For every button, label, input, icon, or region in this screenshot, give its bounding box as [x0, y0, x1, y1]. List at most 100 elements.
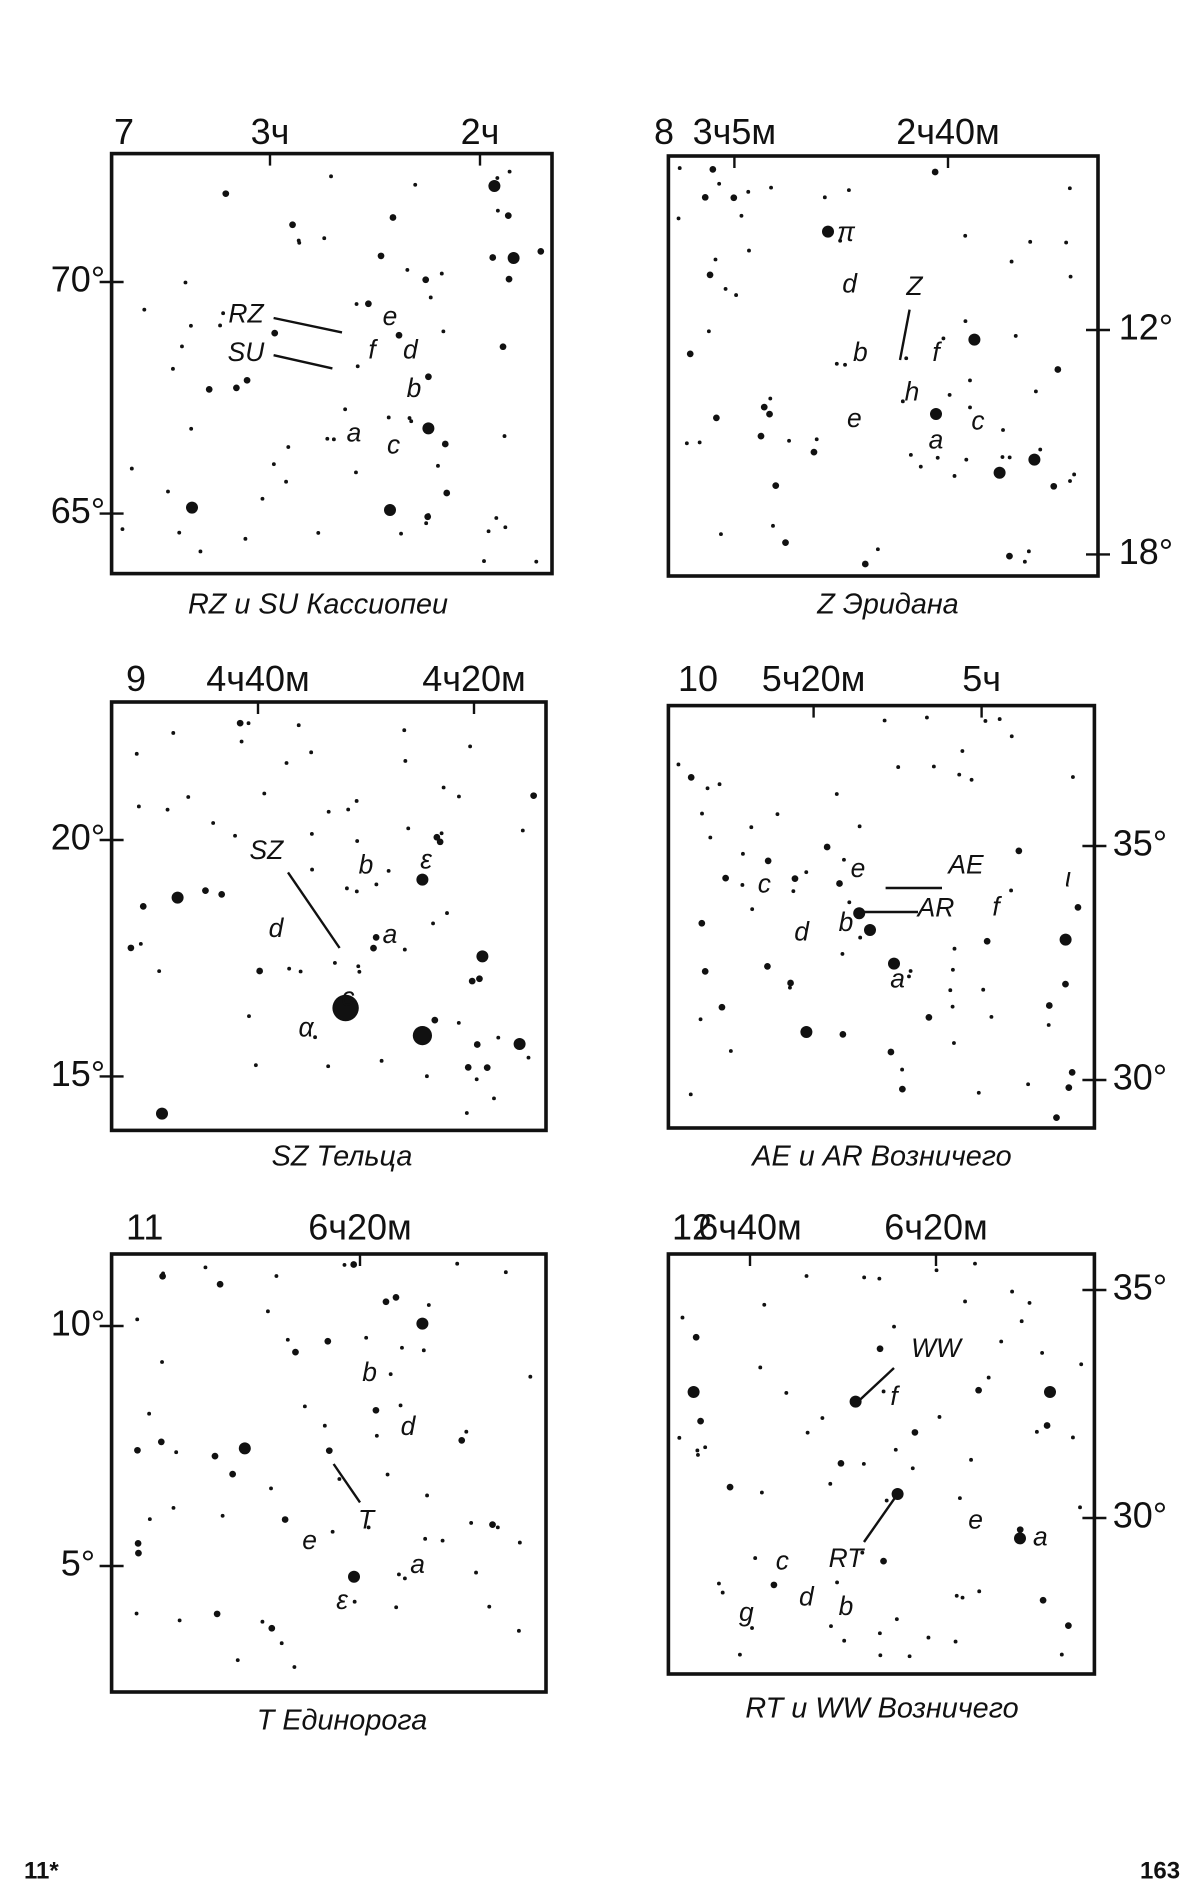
star [433, 834, 440, 841]
chart-frame [112, 1254, 546, 1692]
star [222, 190, 229, 197]
star [135, 752, 139, 756]
star [1001, 428, 1005, 432]
star [1044, 1422, 1051, 1429]
star [148, 1517, 152, 1521]
star [233, 385, 240, 392]
star [389, 1372, 393, 1376]
star [166, 490, 170, 494]
bright-star [348, 1571, 360, 1583]
star-label: c [758, 869, 771, 899]
star [355, 799, 359, 803]
star [373, 1407, 380, 1414]
star-label: e [851, 853, 866, 883]
star [892, 1325, 896, 1329]
star [297, 723, 301, 727]
star [303, 1404, 307, 1408]
star [424, 513, 431, 520]
star [734, 293, 738, 297]
star-label: Z [905, 271, 923, 301]
star [299, 970, 303, 974]
star [953, 474, 957, 478]
star [189, 427, 193, 431]
star [741, 852, 745, 856]
star [402, 728, 406, 732]
star [998, 717, 1002, 721]
star [310, 832, 314, 836]
dec-label: 15° [51, 1053, 105, 1094]
pointer-arrow [288, 872, 340, 948]
star [1010, 260, 1014, 264]
star [1038, 448, 1042, 452]
star [970, 778, 974, 782]
star [904, 356, 908, 360]
pointer-arrow [900, 310, 910, 360]
star [323, 1424, 327, 1428]
star [706, 786, 710, 790]
star [206, 386, 213, 393]
star [469, 978, 476, 985]
star [441, 1539, 445, 1543]
star [475, 1077, 479, 1081]
star [772, 482, 779, 489]
star-label: RZ [228, 299, 264, 329]
star [963, 1300, 967, 1304]
star [229, 1471, 236, 1478]
star [496, 1036, 500, 1040]
star [445, 911, 449, 915]
star [1010, 1290, 1014, 1294]
star [217, 1281, 224, 1288]
star [688, 774, 695, 781]
star [403, 948, 407, 952]
star [707, 329, 711, 333]
star [908, 1654, 912, 1658]
star [977, 1589, 981, 1593]
star [374, 883, 378, 887]
star-label: ε [420, 845, 432, 875]
star [888, 1049, 895, 1056]
star [724, 287, 728, 291]
star [495, 176, 499, 180]
star [313, 1035, 317, 1039]
star [322, 236, 326, 240]
star [282, 1516, 289, 1523]
star [699, 1017, 703, 1021]
bright-star [1044, 1386, 1056, 1398]
chart-number: 10 [678, 658, 718, 699]
star-label: AR [916, 893, 955, 923]
dec-label: 35° [1113, 823, 1167, 864]
star [496, 1525, 500, 1529]
star [325, 437, 329, 441]
star [1026, 1082, 1030, 1086]
star [749, 825, 753, 829]
star [883, 719, 887, 723]
star [935, 1268, 939, 1272]
star-label: d [403, 335, 419, 365]
star-label: T [358, 1505, 376, 1535]
star [952, 1041, 956, 1045]
star [266, 1309, 270, 1313]
star [811, 449, 818, 456]
star [403, 759, 407, 763]
star [465, 1064, 472, 1071]
star [256, 968, 263, 975]
ra-label: 6ч20м [884, 1207, 988, 1248]
star [373, 934, 380, 941]
star [1035, 1430, 1039, 1434]
star [356, 964, 360, 968]
star [309, 750, 313, 754]
star [876, 547, 880, 551]
chart-frame [668, 1254, 1094, 1674]
star-label: f [890, 1381, 900, 1411]
star [186, 795, 190, 799]
star [677, 1436, 681, 1440]
star [824, 844, 831, 851]
star [702, 968, 709, 975]
star [441, 329, 445, 333]
bright-star [994, 467, 1006, 479]
star-label: a [890, 963, 905, 993]
chart-caption: AE и AR Возничего [750, 1141, 1011, 1173]
star [178, 1618, 182, 1622]
star [707, 272, 714, 279]
star-label: f [932, 337, 942, 367]
